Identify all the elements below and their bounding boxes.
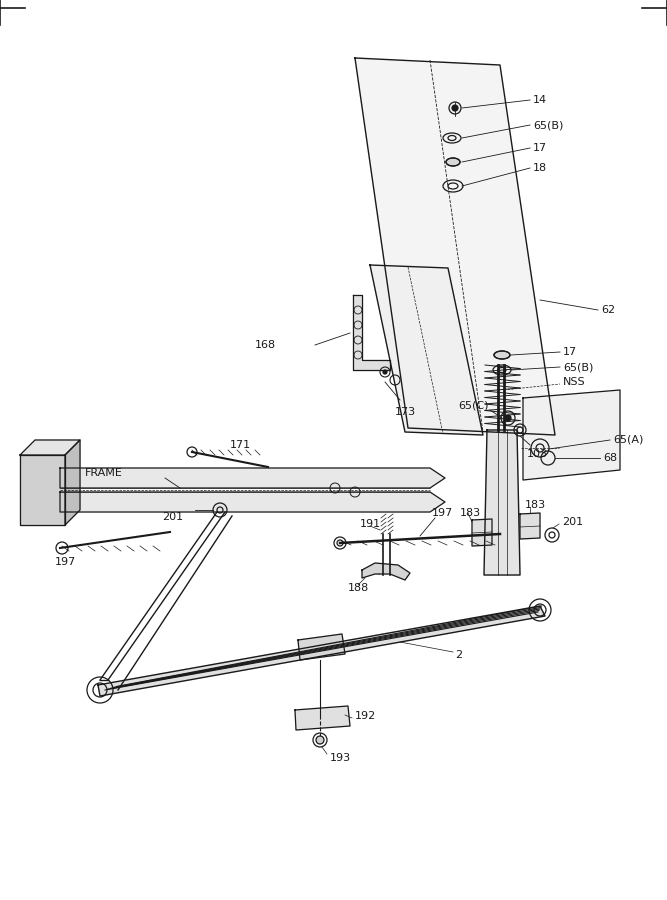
Text: 193: 193: [330, 753, 351, 763]
Polygon shape: [65, 440, 80, 525]
Polygon shape: [355, 58, 555, 435]
Polygon shape: [20, 440, 80, 455]
Text: 14: 14: [533, 95, 547, 105]
Text: 201: 201: [562, 517, 583, 527]
Circle shape: [383, 370, 387, 374]
Text: 168: 168: [255, 340, 276, 350]
Polygon shape: [353, 295, 390, 370]
Polygon shape: [472, 519, 492, 546]
Circle shape: [505, 415, 511, 421]
Text: 197: 197: [432, 508, 454, 518]
Polygon shape: [362, 563, 410, 580]
Text: 65(C): 65(C): [458, 400, 488, 410]
Text: 17: 17: [533, 143, 547, 153]
Text: 103: 103: [527, 449, 548, 459]
Text: 188: 188: [348, 583, 370, 593]
Polygon shape: [484, 430, 520, 575]
Text: 65(B): 65(B): [563, 362, 594, 372]
Text: 2: 2: [455, 650, 462, 660]
Circle shape: [316, 736, 324, 744]
Polygon shape: [298, 634, 345, 660]
Text: NSS: NSS: [563, 377, 586, 387]
Text: FRAME: FRAME: [85, 468, 123, 478]
Text: 191: 191: [360, 519, 381, 529]
Text: 173: 173: [395, 407, 416, 417]
Polygon shape: [370, 265, 483, 435]
Circle shape: [452, 105, 458, 111]
Text: 171: 171: [230, 440, 251, 450]
Text: 65(A): 65(A): [613, 435, 644, 445]
Text: 197: 197: [55, 557, 76, 567]
Polygon shape: [60, 468, 445, 488]
Ellipse shape: [494, 351, 510, 359]
Polygon shape: [98, 606, 545, 696]
Text: 65(B): 65(B): [533, 120, 564, 130]
Text: 17: 17: [563, 347, 577, 357]
Polygon shape: [520, 513, 540, 539]
Polygon shape: [60, 492, 445, 512]
Polygon shape: [20, 455, 65, 525]
Text: 62: 62: [601, 305, 615, 315]
Text: 68: 68: [603, 453, 617, 463]
Text: 183: 183: [525, 500, 546, 510]
Ellipse shape: [446, 158, 460, 166]
Text: 201: 201: [162, 512, 183, 522]
Text: 18: 18: [533, 163, 547, 173]
Polygon shape: [523, 390, 620, 480]
Text: 183: 183: [460, 508, 481, 518]
Text: 192: 192: [355, 711, 376, 721]
Polygon shape: [295, 706, 350, 730]
